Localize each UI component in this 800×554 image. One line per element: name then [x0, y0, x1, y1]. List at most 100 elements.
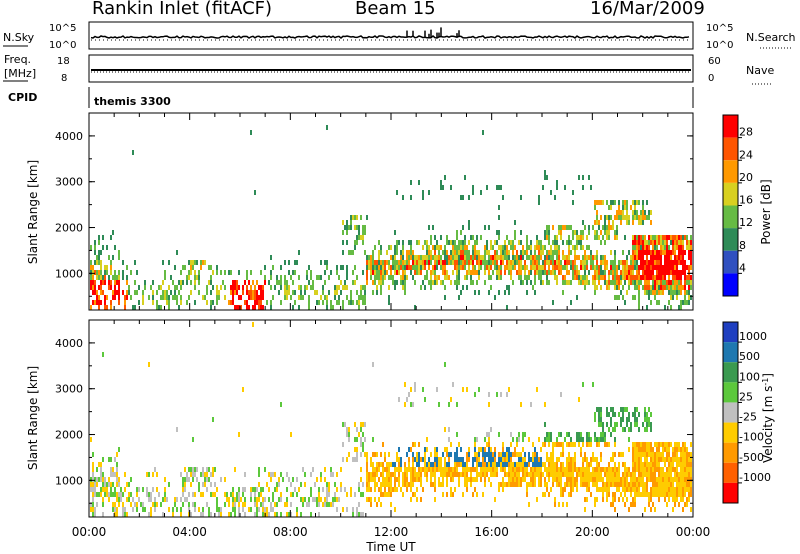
data-cell: [288, 290, 290, 295]
data-cell: [458, 482, 460, 487]
data-cell: [470, 235, 472, 240]
data-cell: [422, 387, 424, 392]
data-cell: [102, 275, 104, 280]
data-cell: [558, 250, 560, 255]
data-cell: [608, 235, 610, 240]
data-cell: [472, 255, 474, 260]
data-cell: [278, 477, 280, 482]
data-cell: [618, 210, 620, 215]
data-cell: [588, 482, 590, 487]
data-cell: [400, 250, 402, 255]
data-cell: [108, 285, 110, 290]
data-cell: [110, 305, 112, 310]
data-cell: [666, 285, 668, 290]
data-cell: [592, 260, 594, 265]
data-cell: [194, 280, 196, 285]
data-cell: [330, 300, 332, 305]
data-cell: [668, 492, 670, 497]
data-cell: [240, 305, 242, 310]
colorbar-swatch: [723, 442, 738, 463]
data-cell: [632, 487, 634, 492]
data-cell: [470, 260, 472, 265]
data-cell: [638, 240, 640, 245]
data-cell: [180, 512, 182, 517]
data-cell: [634, 250, 636, 255]
data-cell: [192, 472, 194, 477]
data-cell: [412, 260, 414, 265]
data-cell: [662, 240, 664, 245]
data-cell: [560, 477, 562, 482]
data-cell: [612, 275, 614, 280]
data-cell: [176, 250, 178, 255]
data-cell: [390, 245, 392, 250]
data-cell: [424, 260, 426, 265]
data-cell: [548, 462, 550, 467]
data-cell: [342, 300, 344, 305]
data-cell: [636, 452, 638, 457]
data-cell: [386, 482, 388, 487]
data-cell: [492, 452, 494, 457]
data-cell: [440, 462, 442, 467]
data-cell: [208, 265, 210, 270]
data-cell: [444, 447, 446, 452]
data-cell: [670, 235, 672, 240]
data-cell: [598, 477, 600, 482]
data-cell: [270, 477, 272, 482]
data-cell: [684, 290, 686, 295]
data-cell: [638, 457, 640, 462]
data-cell: [96, 255, 98, 260]
data-cell: [480, 260, 482, 265]
data-cell: [360, 467, 362, 472]
data-cell: [558, 265, 560, 270]
data-cell: [386, 462, 388, 467]
data-cell: [484, 225, 486, 230]
data-cell: [654, 442, 656, 447]
data-cell: [672, 452, 674, 457]
data-cell: [614, 472, 616, 477]
data-cell: [616, 422, 618, 427]
data-cell: [228, 497, 230, 502]
data-cell: [642, 235, 644, 240]
data-cell: [658, 472, 660, 477]
data-cell: [448, 402, 450, 407]
data-cell: [572, 235, 574, 240]
data-cell: [206, 477, 208, 482]
data-cell: [540, 482, 542, 487]
data-cell: [380, 250, 382, 255]
data-cell: [664, 472, 666, 477]
data-cell: [106, 270, 108, 275]
data-cell: [670, 492, 672, 497]
data-cell: [262, 305, 264, 310]
data-cell: [632, 245, 634, 250]
time-axis: 00:00 04:00 08:00 12:00 16:00 20:00 00:00: [72, 525, 711, 539]
data-cell: [378, 467, 380, 472]
data-cell: [332, 472, 334, 477]
data-cell: [456, 230, 458, 235]
data-cell: [642, 220, 644, 225]
data-cell: [366, 265, 368, 270]
data-cell: [674, 240, 676, 245]
data-cell: [446, 482, 448, 487]
data-cell: [110, 270, 112, 275]
data-cell: [306, 502, 308, 507]
data-cell: [568, 457, 570, 462]
data-cell: [604, 275, 606, 280]
data-cell: [110, 482, 112, 487]
data-cell: [100, 477, 102, 482]
colorbar-frame: [722, 321, 739, 504]
data-cell: [674, 487, 676, 492]
data-cell: [108, 255, 110, 260]
data-cell: [118, 275, 120, 280]
data-cell: [570, 240, 572, 245]
data-cell: [586, 467, 588, 472]
data-cell: [578, 397, 580, 402]
data-cell: [410, 180, 412, 185]
data-cell: [636, 422, 638, 427]
data-cell: [524, 432, 526, 437]
data-cell: [672, 477, 674, 482]
data-cell: [288, 270, 290, 275]
data-cell: [654, 472, 656, 477]
data-cell: [662, 245, 664, 250]
data-cell: [644, 507, 646, 512]
